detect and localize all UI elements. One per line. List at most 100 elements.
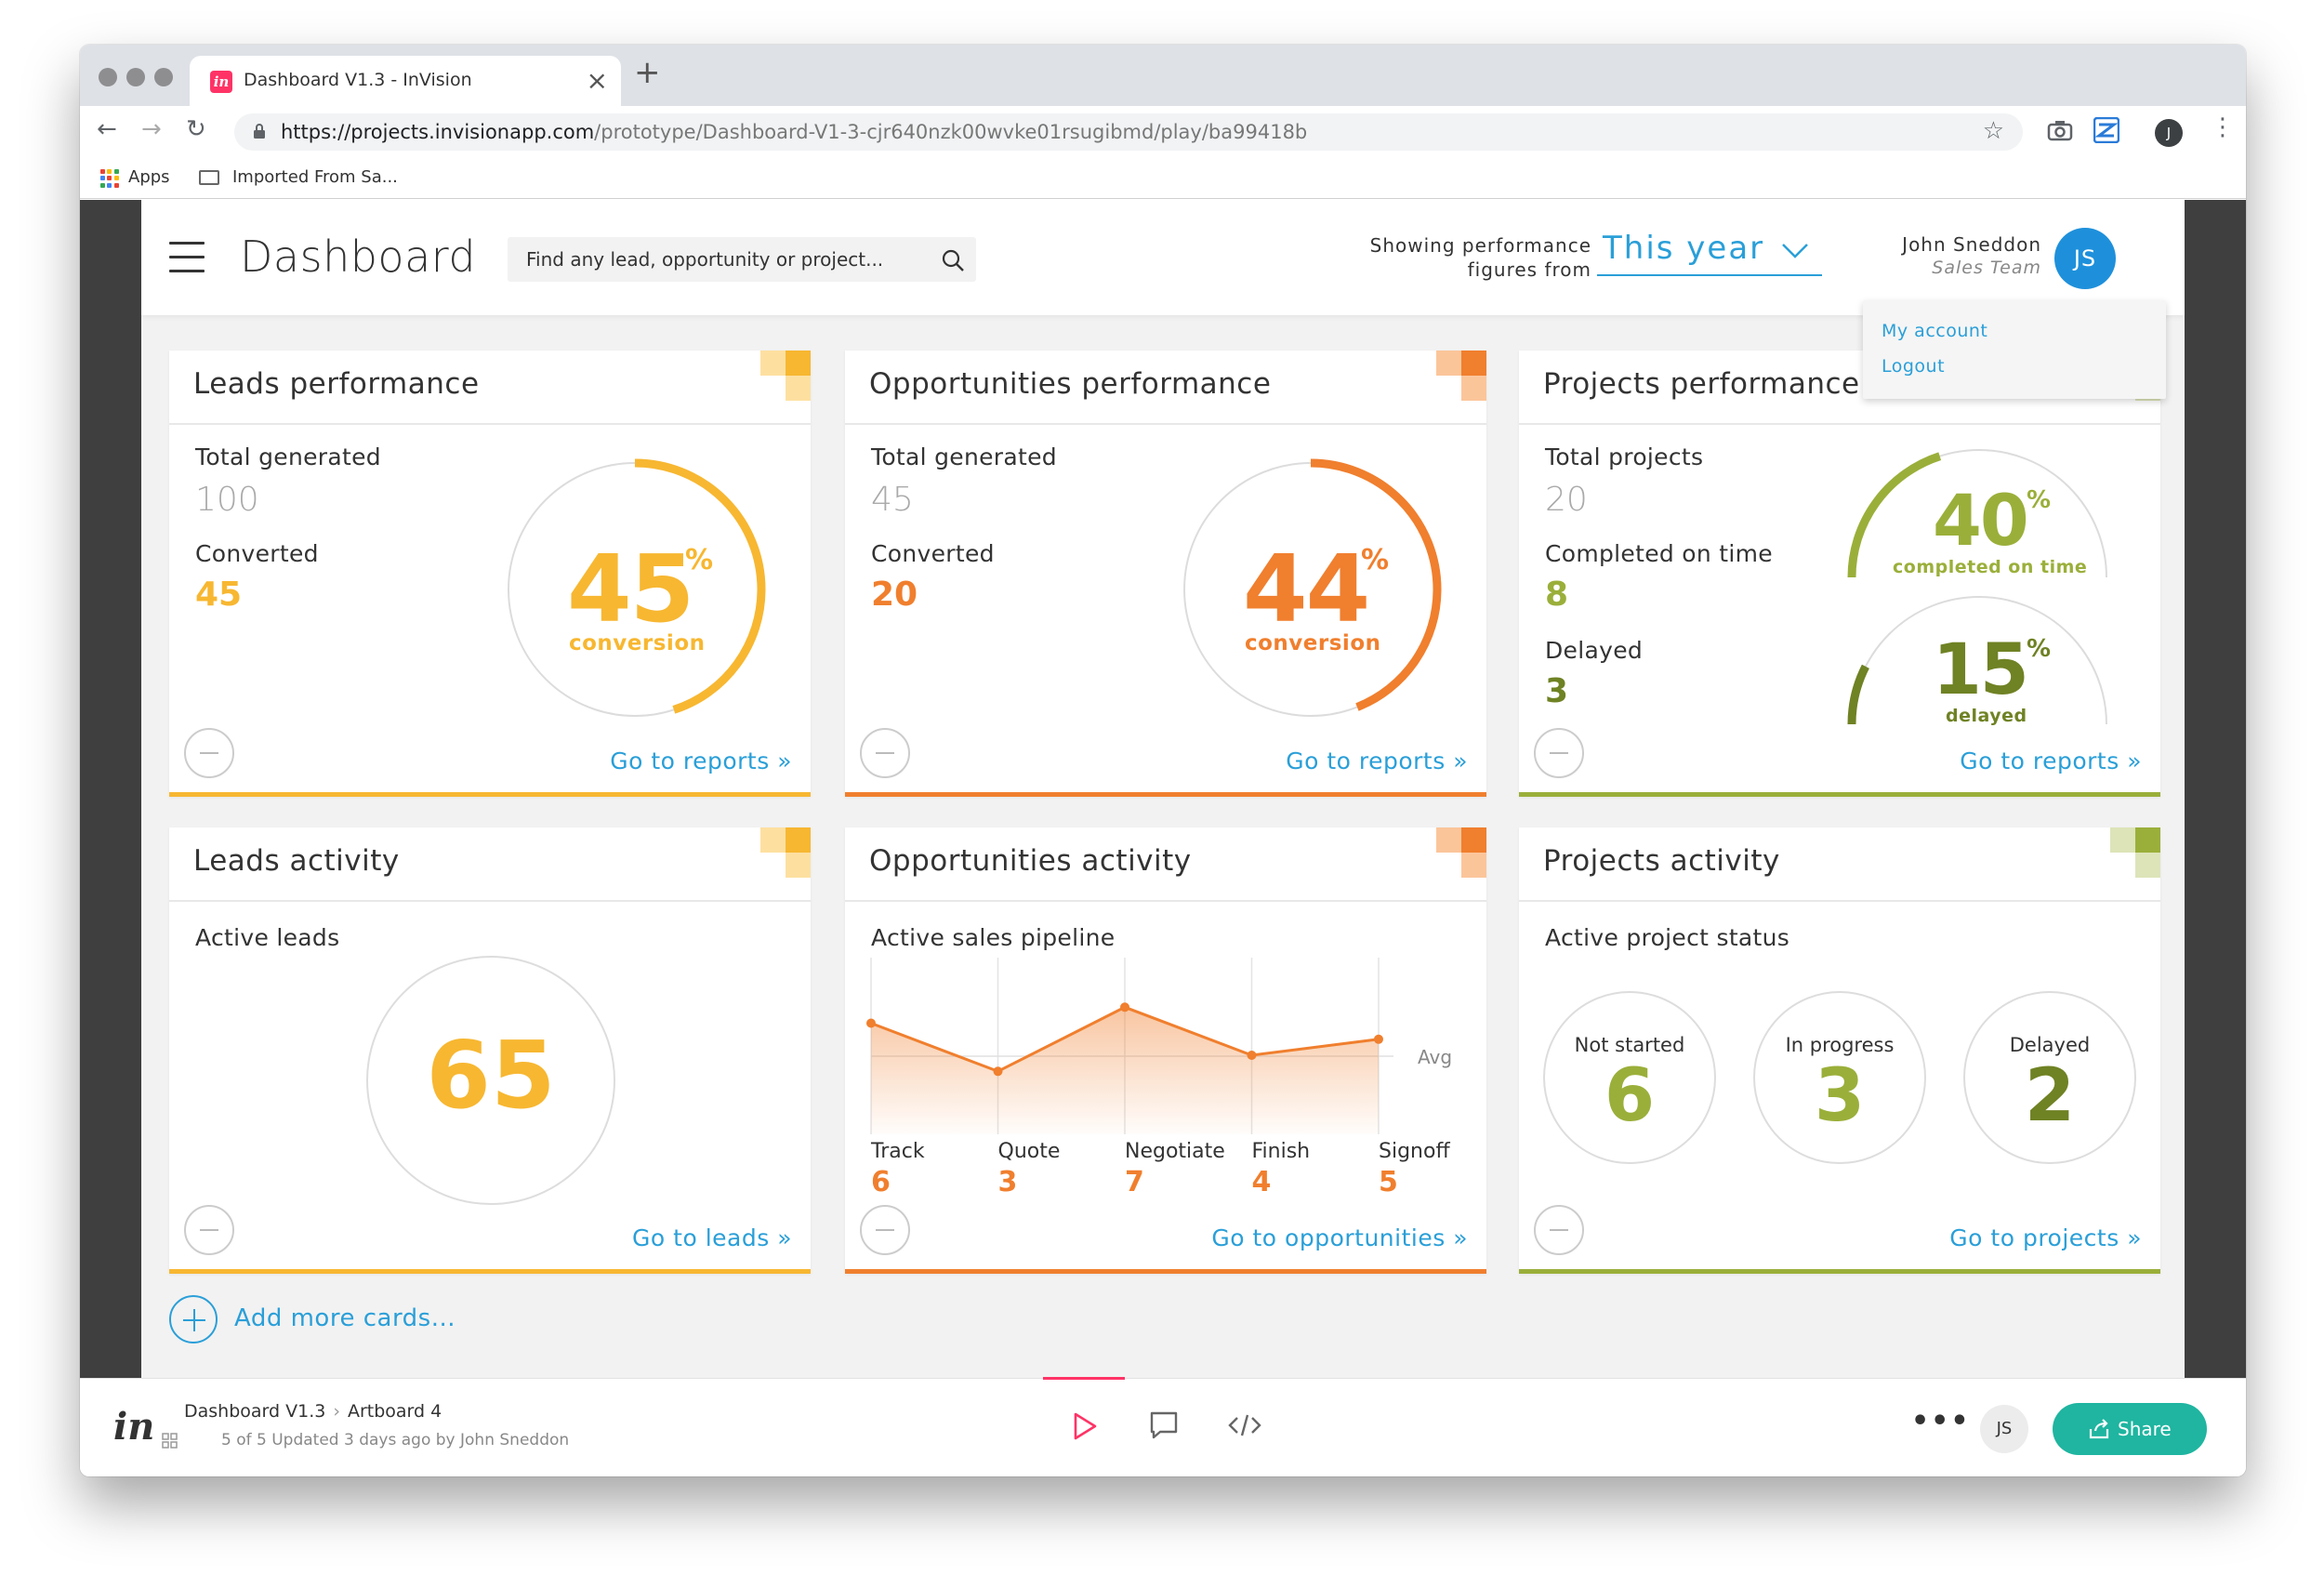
go-to-projects-link[interactable]: Go to projects » — [1949, 1224, 2142, 1251]
percent-sign: % — [685, 544, 714, 576]
address-bar[interactable]: https://projects.invisionapp.com/prototy… — [234, 113, 2023, 151]
card-accent-bar — [1519, 1269, 2160, 1274]
card-title: Projects performance — [1543, 367, 1860, 401]
hamburger-menu-icon[interactable] — [169, 242, 205, 273]
go-to-reports-link[interactable]: Go to reports » — [1960, 748, 2142, 774]
breadcrumb-project[interactable]: Dashboard V1.3 — [184, 1401, 326, 1422]
card-divider — [845, 900, 1486, 902]
stage-label-signoff: Signoff — [1379, 1140, 1450, 1163]
total-label: Total generated — [195, 443, 381, 470]
active-leads-circle — [366, 956, 615, 1205]
search-input[interactable] — [524, 237, 924, 282]
preview-play-icon[interactable] — [1071, 1410, 1099, 1442]
screens-grid-icon[interactable] — [162, 1433, 178, 1449]
collapse-card-button[interactable] — [1534, 728, 1584, 778]
apps-grid-icon[interactable] — [100, 169, 119, 188]
new-tab-icon[interactable]: + — [634, 54, 661, 91]
breadcrumb: Dashboard V1.3 › Artboard 4 — [184, 1401, 442, 1422]
bookmarks-bar: Apps Imported From Sa... — [80, 158, 2246, 199]
comment-icon[interactable] — [1149, 1410, 1179, 1440]
forward-icon[interactable]: → — [141, 115, 162, 143]
data-point-negotiate — [1120, 1002, 1129, 1012]
extension-icon[interactable] — [2093, 117, 2119, 143]
active-mode-indicator — [1043, 1377, 1125, 1380]
code-inspect-icon[interactable] — [1227, 1410, 1262, 1440]
stage-value-track: 6 — [871, 1166, 891, 1198]
conversion-ring-progress — [1180, 458, 1442, 721]
card-leads-activity: Leads activity Active leads 65 Go to lea… — [169, 827, 811, 1274]
go-to-opportunities-link[interactable]: Go to opportunities » — [1211, 1224, 1468, 1251]
more-options-icon[interactable]: ••• — [1911, 1405, 1971, 1437]
invision-toolbar: in Dashboard V1.3 › Artboard 4 5 of 5 Upda… — [80, 1377, 2246, 1476]
card-corner-decoration — [2110, 827, 2160, 878]
go-to-leads-link[interactable]: Go to leads » — [632, 1224, 792, 1251]
minimize-window-dot[interactable] — [126, 68, 145, 86]
status-value: 2 — [2024, 1054, 2076, 1138]
card-divider — [169, 423, 811, 425]
delayed-gauge-progress — [1847, 664, 1869, 725]
conversion-percent: 45 — [567, 535, 694, 643]
profile-avatar[interactable]: J — [2155, 119, 2183, 147]
card-projects-activity: Projects activity Active project status … — [1519, 827, 2160, 1274]
menu-item-my-account[interactable]: My account — [1882, 321, 1988, 341]
bookmark-apps[interactable]: Apps — [128, 167, 170, 187]
stage-value-negotiate: 7 — [1125, 1166, 1144, 1198]
conversion-percent: 44 — [1243, 535, 1370, 643]
go-to-reports-link[interactable]: Go to reports » — [1286, 748, 1468, 774]
status-not-started: Not started 6 — [1543, 991, 1716, 1164]
status-value: 3 — [1814, 1054, 1866, 1138]
card-accent-bar — [845, 1269, 1486, 1274]
search-box — [508, 237, 976, 282]
pipeline-chart: Avg — [866, 958, 1452, 1134]
browser-tab[interactable]: in Dashboard V1.3 - InVision × — [190, 56, 621, 106]
avg-label: Avg — [1418, 1046, 1452, 1068]
browser-menu-icon[interactable]: ⋮ — [2211, 113, 2235, 141]
stage-value-finish: 4 — [1251, 1166, 1272, 1198]
delayed-percent-label: delayed — [1946, 706, 2027, 726]
bookmark-star-icon[interactable]: ☆ — [1982, 117, 2004, 145]
collapse-card-button[interactable] — [184, 1205, 234, 1255]
converted-label: Converted — [195, 540, 319, 567]
card-divider — [845, 423, 1486, 425]
delayed-value: 3 — [1545, 672, 1569, 710]
user-role: Sales Team — [1932, 258, 2041, 278]
go-to-reports-link[interactable]: Go to reports » — [610, 748, 792, 774]
total-label: Total projects — [1545, 443, 1704, 470]
ontime-value: 8 — [1545, 576, 1569, 614]
card-title: Opportunities activity — [869, 844, 1192, 878]
add-more-cards-label: Add more cards... — [234, 1304, 456, 1332]
page-title: Dashboard — [240, 232, 477, 282]
user-menu-dropdown: My account Logout — [1863, 300, 2166, 399]
share-button[interactable]: Share — [2053, 1403, 2207, 1455]
collapse-card-button[interactable] — [184, 728, 234, 778]
breadcrumb-artboard[interactable]: Artboard 4 — [347, 1401, 442, 1422]
period-value: This year — [1603, 230, 1765, 267]
close-window-dot[interactable] — [99, 68, 117, 86]
user-avatar[interactable]: JS — [2054, 228, 2116, 289]
menu-item-logout[interactable]: Logout — [1882, 356, 1946, 377]
search-icon[interactable] — [941, 248, 965, 272]
card-divider — [1519, 900, 2160, 902]
back-icon[interactable]: ← — [97, 115, 117, 143]
card-title: Opportunities performance — [869, 367, 1272, 401]
percent-sign: % — [1361, 544, 1390, 576]
card-accent-bar — [845, 792, 1486, 797]
period-select[interactable]: This year — [1597, 226, 1822, 276]
bookmark-imported[interactable]: Imported From Sa... — [232, 167, 398, 187]
camera-icon[interactable] — [2047, 119, 2073, 141]
collapse-card-button[interactable] — [860, 1205, 910, 1255]
collapse-card-button[interactable] — [860, 728, 910, 778]
collapse-card-button[interactable] — [1534, 1205, 1584, 1255]
url-text[interactable]: https://projects.invisionapp.com/prototy… — [281, 121, 1308, 143]
collaborator-avatar[interactable]: JS — [1980, 1405, 2028, 1453]
reload-icon[interactable]: ↻ — [186, 115, 206, 143]
data-point-quote — [993, 1066, 1003, 1077]
card-leads-performance: Leads performance Total generated 100 Co… — [169, 351, 811, 797]
conversion-ring — [1180, 458, 1442, 721]
invision-logo[interactable]: in — [113, 1405, 155, 1449]
chevron-down-icon — [1782, 244, 1808, 258]
tab-strip: in Dashboard V1.3 - InVision × + — [80, 45, 2246, 106]
close-tab-icon[interactable]: × — [586, 65, 608, 96]
maximize-window-dot[interactable] — [154, 68, 173, 86]
active-leads-value: 65 — [426, 1021, 556, 1130]
